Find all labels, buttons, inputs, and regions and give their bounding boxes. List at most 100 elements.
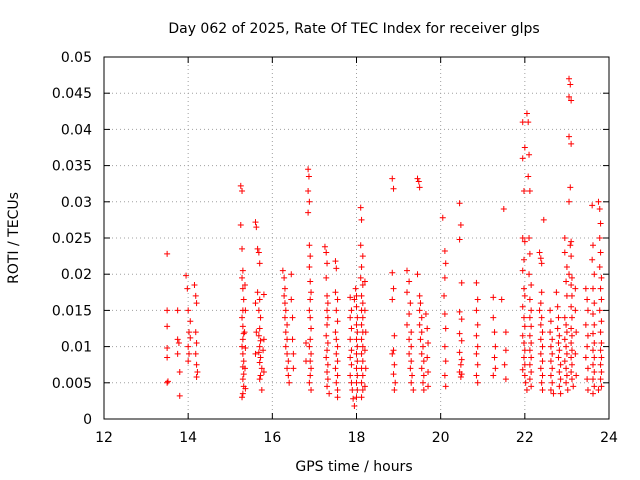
data-point	[561, 314, 568, 321]
data-point	[597, 347, 604, 354]
data-point	[456, 330, 463, 337]
data-point	[288, 296, 295, 303]
data-point	[164, 345, 171, 352]
data-point	[254, 289, 261, 296]
data-point	[563, 379, 570, 386]
data-point	[590, 361, 597, 368]
data-point	[596, 206, 603, 213]
data-point	[521, 347, 528, 354]
data-point	[538, 379, 545, 386]
data-point	[591, 368, 598, 375]
data-point	[519, 267, 526, 274]
data-point	[347, 314, 354, 321]
data-point	[255, 307, 262, 314]
data-point	[284, 350, 291, 357]
data-point	[523, 387, 530, 394]
data-point	[498, 296, 505, 303]
y-tick-label: 0.03	[61, 195, 92, 211]
data-point	[408, 343, 415, 350]
data-point	[256, 343, 263, 350]
data-point	[500, 206, 507, 213]
data-point	[556, 383, 563, 390]
data-point	[566, 198, 573, 205]
data-point	[307, 372, 314, 379]
data-point	[240, 330, 247, 337]
data-point	[415, 178, 422, 185]
data-point	[568, 314, 575, 321]
data-point	[555, 339, 562, 346]
data-point	[416, 307, 423, 314]
data-point	[352, 285, 359, 292]
data-point	[359, 387, 366, 394]
data-point	[595, 387, 602, 394]
data-point	[492, 343, 499, 350]
data-point	[568, 361, 575, 368]
data-point	[239, 376, 246, 383]
x-axis-tick-labels: 12 14 16 18 20 22 24	[95, 430, 618, 446]
data-point	[334, 343, 341, 350]
data-point	[404, 289, 410, 296]
data-point	[598, 296, 605, 303]
data-point	[567, 242, 574, 249]
data-point	[418, 350, 425, 357]
data-point	[526, 271, 533, 278]
data-point	[390, 285, 397, 292]
data-point	[307, 253, 314, 260]
data-point	[441, 248, 448, 255]
data-point	[418, 329, 425, 336]
data-point	[556, 347, 563, 354]
data-point	[303, 339, 309, 346]
data-point	[333, 265, 340, 272]
data-point	[425, 383, 432, 390]
data-point	[473, 307, 480, 314]
data-point	[307, 314, 314, 321]
data-point	[582, 354, 589, 361]
data-point	[537, 336, 544, 343]
data-point	[308, 325, 315, 332]
data-point	[192, 292, 199, 299]
data-point	[358, 350, 365, 357]
data-point	[239, 267, 246, 274]
data-point	[391, 361, 398, 368]
x-tick-label: 16	[263, 430, 281, 446]
data-point	[458, 371, 465, 378]
data-point	[490, 314, 497, 321]
data-point	[183, 272, 190, 279]
data-point	[324, 361, 331, 368]
data-point	[391, 332, 398, 339]
data-point	[256, 376, 263, 383]
data-point	[568, 347, 575, 354]
data-point	[240, 358, 247, 365]
data-point	[439, 214, 446, 221]
data-point	[526, 187, 533, 194]
data-point	[424, 325, 431, 332]
data-point	[308, 387, 315, 394]
data-point	[568, 238, 575, 245]
data-point	[279, 267, 286, 274]
data-point	[547, 343, 554, 350]
data-point	[539, 343, 546, 350]
data-point	[591, 383, 598, 390]
data-point	[568, 292, 575, 299]
data-point	[305, 187, 312, 194]
data-point	[359, 358, 366, 365]
data-point	[256, 260, 263, 267]
data-point	[281, 314, 288, 321]
data-point	[539, 358, 546, 365]
data-point	[253, 224, 260, 231]
data-point	[538, 260, 545, 267]
data-point	[526, 347, 533, 354]
data-point	[324, 260, 331, 267]
data-point	[566, 271, 573, 278]
data-point	[538, 314, 545, 321]
data-point	[563, 343, 570, 350]
data-point	[522, 379, 529, 386]
data-point	[241, 365, 248, 372]
data-point	[353, 303, 360, 310]
data-point	[308, 350, 315, 357]
x-axis-title: GPS time / hours	[295, 459, 412, 475]
data-point	[519, 155, 526, 162]
data-point	[406, 336, 413, 343]
data-point	[285, 372, 292, 379]
data-point	[521, 323, 528, 330]
